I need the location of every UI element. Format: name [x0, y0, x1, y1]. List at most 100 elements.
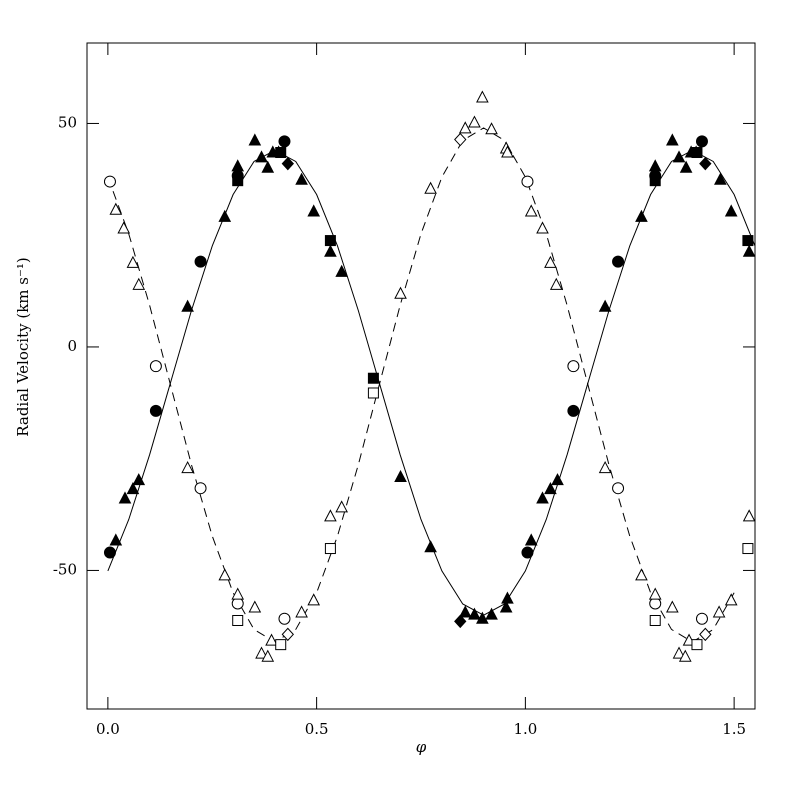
data-point: [699, 156, 712, 171]
data-point: [476, 90, 489, 103]
data-point: [126, 255, 140, 268]
data-point: [598, 461, 612, 474]
data-point: [132, 277, 146, 290]
data-point: [261, 160, 275, 173]
data-point: [278, 612, 291, 625]
y-tick-label: 50: [58, 113, 77, 131]
data-point: [742, 235, 754, 247]
data-point: [485, 122, 498, 135]
data-point: [335, 500, 349, 513]
data-point: [742, 244, 756, 257]
data-point: [499, 600, 513, 613]
data-point: [648, 587, 662, 600]
data-point: [218, 209, 232, 222]
data-point: [126, 482, 140, 495]
data-point: [218, 568, 232, 581]
data-point: [724, 204, 738, 217]
data-point: [117, 221, 131, 234]
data-point: [454, 614, 467, 629]
y-tick-label: 0: [67, 337, 77, 355]
data-point: [295, 172, 308, 185]
data-point: [335, 264, 349, 277]
data-point: [281, 156, 294, 171]
data-point: [367, 387, 379, 399]
data-point: [476, 611, 489, 624]
data-point: [109, 533, 123, 546]
data-point: [261, 649, 275, 662]
data-point: [524, 204, 538, 217]
data-point: [691, 147, 703, 159]
data-point: [635, 209, 648, 222]
data-point: [255, 646, 268, 659]
data-point: [458, 605, 472, 618]
data-point: [649, 175, 661, 187]
data-point: [666, 133, 679, 146]
data-point: [118, 491, 132, 504]
data-point: [103, 546, 116, 559]
model-curve: [107, 127, 735, 643]
data-point: [275, 147, 287, 159]
data-point: [231, 597, 244, 610]
data-point: [367, 372, 379, 384]
data-point: [454, 132, 467, 147]
data-point: [265, 633, 278, 646]
data-point: [232, 614, 244, 626]
data-point: [248, 133, 262, 146]
data-point: [194, 482, 207, 495]
data-point: [324, 244, 337, 257]
data-point: [536, 491, 549, 504]
data-point: [567, 404, 580, 417]
x-axis-label: φ: [416, 738, 427, 756]
data-point: [103, 175, 116, 188]
data-point: [324, 543, 336, 555]
data-point: [424, 181, 437, 194]
data-point: [742, 509, 756, 522]
data-point: [132, 473, 146, 486]
data-point: [695, 135, 708, 148]
data-point: [424, 540, 437, 553]
data-point: [544, 255, 557, 268]
data-point: [724, 593, 738, 606]
y-axis-label: Radial Velocity (km s⁻¹): [14, 257, 32, 437]
x-tick-label: 1.0: [513, 720, 537, 738]
data-point: [194, 255, 207, 268]
data-point: [468, 115, 481, 128]
data-point: [598, 299, 612, 312]
x-tick-label: 1.5: [722, 720, 746, 738]
data-point: [149, 360, 162, 373]
data-point: [485, 607, 498, 620]
data-point: [648, 159, 662, 172]
data-point: [394, 469, 407, 483]
data-point: [714, 172, 727, 185]
data-point: [672, 150, 686, 163]
data-point: [501, 145, 514, 158]
data-point: [612, 255, 625, 268]
data-point: [567, 360, 580, 373]
data-point: [649, 614, 661, 626]
data-point: [248, 600, 262, 613]
data-point: [742, 543, 754, 555]
data-point: [231, 159, 245, 172]
data-point: [181, 461, 194, 474]
data-point: [295, 605, 308, 618]
data-point: [278, 135, 291, 148]
data-point: [672, 646, 686, 659]
data-point: [712, 605, 726, 618]
data-point: [551, 473, 564, 486]
data-point: [521, 175, 534, 188]
data-point: [695, 612, 708, 625]
data-point: [324, 235, 336, 247]
data-point: [394, 286, 407, 299]
data-point: [649, 597, 662, 610]
data-point: [691, 639, 703, 651]
data-point: [612, 482, 625, 495]
data-point: [232, 175, 244, 187]
data-point: [468, 607, 481, 620]
data-point: [699, 627, 712, 642]
plot-frame: [86, 42, 756, 710]
data-point: [307, 204, 321, 217]
x-tick-label: 0.5: [305, 720, 329, 738]
data-point: [524, 533, 538, 546]
data-point: [666, 600, 679, 613]
